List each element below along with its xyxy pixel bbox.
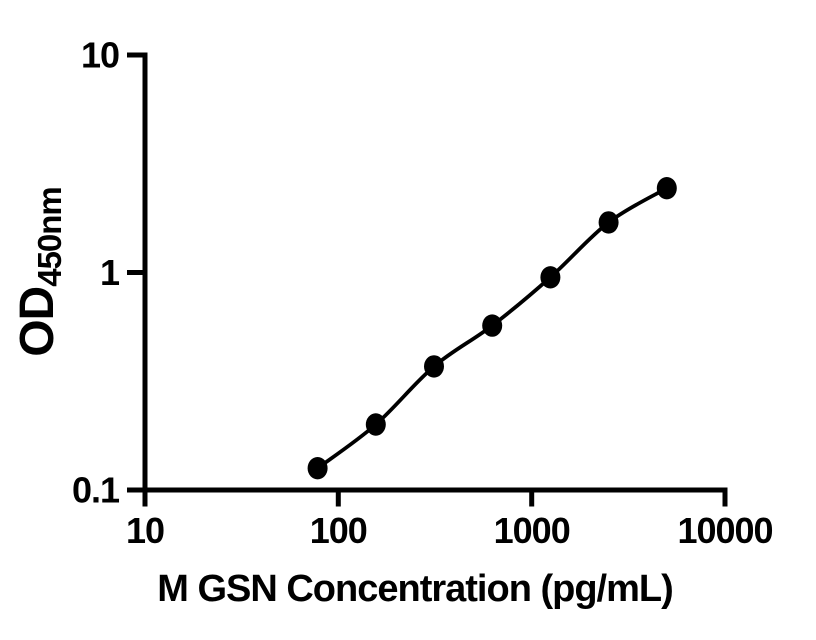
data-point (307, 457, 328, 480)
axis-frame (142, 52, 728, 493)
x-tick-label: 100 (310, 510, 367, 551)
y-tick-label: 10 (81, 35, 119, 76)
x-axis-ticks (142, 490, 728, 507)
data-point (598, 211, 619, 234)
data-point (482, 314, 503, 337)
data-points-group (307, 177, 677, 480)
data-point (540, 266, 561, 289)
y-axis-label-sub: 450nm (31, 187, 68, 287)
y-tick-label: 0.1 (72, 470, 120, 511)
x-axis-label: M GSN Concentration (pg/mL) (157, 568, 673, 610)
y-axis-tick-labels: 0.1 1 10 (72, 35, 121, 511)
x-axis-tick-labels: 10 100 1000 10000 (126, 510, 774, 551)
y-axis-label: OD450nm (11, 187, 68, 357)
data-point (365, 413, 386, 436)
axes (142, 52, 728, 493)
x-tick-label: 10 (126, 510, 164, 551)
x-tick-label: 1000 (494, 510, 570, 551)
y-axis-label-main: OD (11, 287, 64, 357)
y-axis-ticks (127, 52, 145, 493)
x-tick-label: 10000 (677, 510, 772, 551)
data-point (424, 355, 444, 378)
y-tick-label: 1 (100, 252, 120, 293)
data-point (656, 177, 677, 200)
